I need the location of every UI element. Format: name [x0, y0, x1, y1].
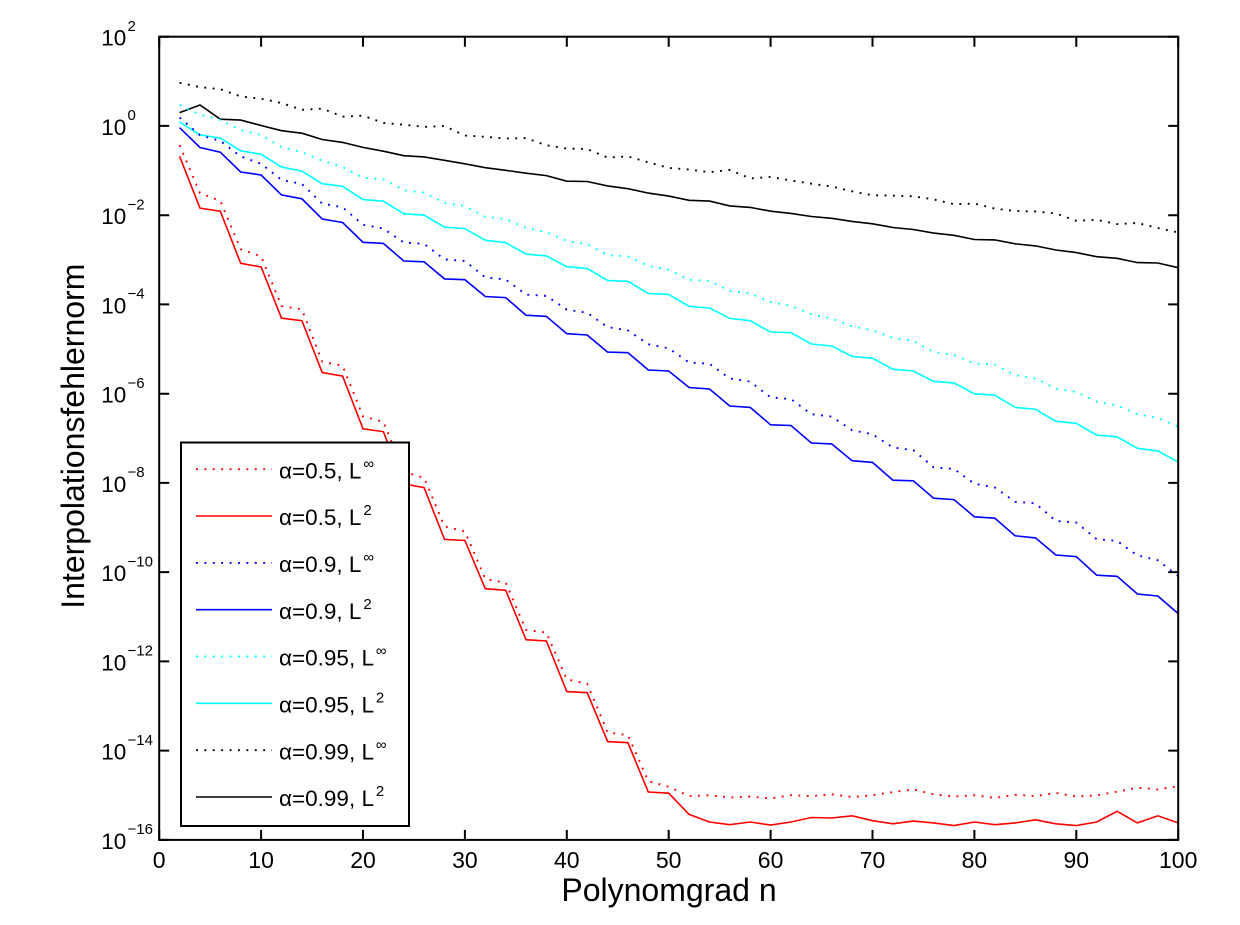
svg-text:50: 50: [656, 847, 682, 873]
svg-text:10: 10: [248, 847, 274, 873]
svg-text:70: 70: [860, 847, 886, 873]
svg-text:40: 40: [554, 847, 580, 873]
svg-text:∞: ∞: [376, 736, 387, 753]
svg-text:−14: −14: [128, 732, 153, 749]
svg-text:2: 2: [376, 783, 384, 800]
svg-text:2: 2: [363, 502, 371, 519]
svg-text:100: 100: [1159, 847, 1197, 873]
svg-text:10: 10: [101, 293, 126, 318]
svg-text:∞: ∞: [376, 643, 387, 660]
svg-text:α=0.9, L: α=0.9, L: [279, 552, 361, 577]
svg-text:10: 10: [101, 115, 126, 140]
svg-text:30: 30: [452, 847, 478, 873]
svg-text:−12: −12: [128, 643, 153, 660]
svg-text:−8: −8: [128, 464, 145, 481]
svg-text:10: 10: [101, 650, 126, 675]
svg-text:−10: −10: [128, 553, 153, 570]
svg-text:10: 10: [101, 472, 126, 497]
svg-text:10: 10: [101, 383, 126, 408]
svg-text:∞: ∞: [363, 549, 374, 566]
svg-text:20: 20: [350, 847, 376, 873]
svg-text:∞: ∞: [363, 455, 374, 472]
svg-text:60: 60: [758, 847, 784, 873]
svg-text:α=0.5, L: α=0.5, L: [279, 458, 361, 483]
svg-text:α=0.99, L: α=0.99, L: [279, 739, 374, 764]
svg-text:10: 10: [101, 561, 126, 586]
svg-text:2: 2: [363, 596, 371, 613]
svg-text:α=0.95, L: α=0.95, L: [279, 646, 374, 671]
svg-text:10: 10: [101, 204, 126, 229]
svg-text:−2: −2: [128, 197, 145, 214]
svg-text:2: 2: [128, 18, 136, 35]
svg-text:0: 0: [128, 107, 136, 124]
svg-text:0: 0: [153, 847, 166, 873]
svg-text:α=0.5, L: α=0.5, L: [279, 505, 361, 530]
svg-text:−4: −4: [128, 286, 145, 303]
svg-text:−6: −6: [128, 375, 145, 392]
svg-text:10: 10: [101, 26, 126, 51]
svg-text:80: 80: [962, 847, 988, 873]
svg-text:10: 10: [101, 740, 126, 765]
svg-text:α=0.9, L: α=0.9, L: [279, 599, 361, 624]
svg-text:α=0.99, L: α=0.99, L: [279, 786, 374, 811]
svg-text:Interpolationsfehlernorm: Interpolationsfehlernorm: [55, 264, 91, 609]
svg-text:−16: −16: [128, 821, 153, 838]
svg-text:90: 90: [1064, 847, 1090, 873]
svg-text:Polynomgrad n: Polynomgrad n: [561, 872, 776, 908]
svg-text:2: 2: [376, 690, 384, 707]
svg-text:α=0.95, L: α=0.95, L: [279, 693, 374, 718]
svg-text:10: 10: [101, 829, 126, 854]
